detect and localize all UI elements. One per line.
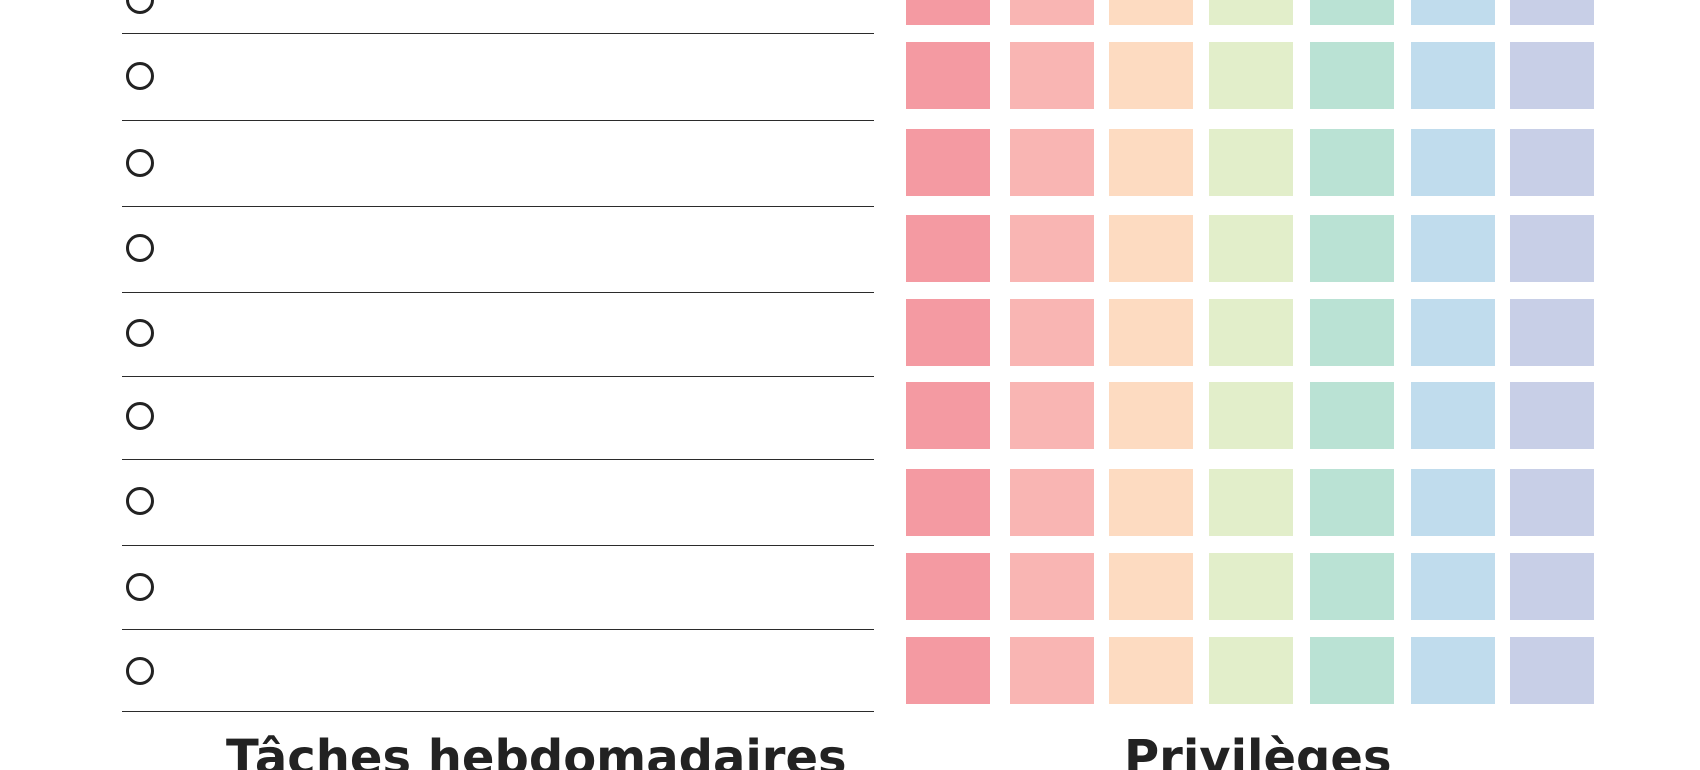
task-row-line <box>122 711 874 712</box>
privilege-cell[interactable] <box>1010 637 1094 704</box>
task-row-line <box>122 376 874 377</box>
privilege-cell[interactable] <box>906 42 990 109</box>
privilege-cell[interactable] <box>1411 42 1495 109</box>
privilege-cell[interactable] <box>1510 299 1594 366</box>
privilege-cell[interactable] <box>1310 0 1394 25</box>
privilege-cell[interactable] <box>1209 129 1293 196</box>
privilege-cell[interactable] <box>1209 0 1293 25</box>
task-checkbox[interactable] <box>126 402 154 430</box>
privilege-cell[interactable] <box>906 637 990 704</box>
task-row-line <box>122 206 874 207</box>
privilege-cell[interactable] <box>906 129 990 196</box>
task-row-line <box>122 120 874 121</box>
privilege-cell[interactable] <box>1010 0 1094 25</box>
privilege-cell[interactable] <box>1209 469 1293 536</box>
task-row-line <box>122 629 874 630</box>
privilege-cell[interactable] <box>1109 215 1193 282</box>
privilege-cell[interactable] <box>1310 382 1394 449</box>
privilege-cell[interactable] <box>1510 637 1594 704</box>
privilege-cell[interactable] <box>1310 299 1394 366</box>
privilege-cell[interactable] <box>1209 299 1293 366</box>
task-row-line <box>122 459 874 460</box>
privilege-cell[interactable] <box>1510 129 1594 196</box>
task-checkbox[interactable] <box>126 657 154 685</box>
privilege-cell[interactable] <box>1109 299 1193 366</box>
privilege-cell[interactable] <box>1109 469 1193 536</box>
privilege-cell[interactable] <box>1510 469 1594 536</box>
privilege-cell[interactable] <box>1209 382 1293 449</box>
privilege-cell[interactable] <box>1411 637 1495 704</box>
privilege-cell[interactable] <box>1510 42 1594 109</box>
privilege-cell[interactable] <box>1109 637 1193 704</box>
task-checkbox[interactable] <box>126 234 154 262</box>
privilege-cell[interactable] <box>1310 469 1394 536</box>
privilege-cell[interactable] <box>1310 129 1394 196</box>
privilege-cell[interactable] <box>1010 215 1094 282</box>
task-checkbox[interactable] <box>126 573 154 601</box>
privilege-cell[interactable] <box>1310 215 1394 282</box>
privilege-cell[interactable] <box>1411 129 1495 196</box>
privilege-cell[interactable] <box>906 382 990 449</box>
task-row-line <box>122 292 874 293</box>
privilege-cell[interactable] <box>1109 553 1193 620</box>
privilege-cell[interactable] <box>1411 382 1495 449</box>
privilege-cell[interactable] <box>1209 553 1293 620</box>
task-checkbox[interactable] <box>126 0 154 14</box>
privilege-cell[interactable] <box>1310 42 1394 109</box>
task-checkbox[interactable] <box>126 319 154 347</box>
privilege-cell[interactable] <box>1209 42 1293 109</box>
privilege-cell[interactable] <box>906 299 990 366</box>
privilege-cell[interactable] <box>1510 215 1594 282</box>
privilege-cell[interactable] <box>1510 382 1594 449</box>
privilege-cell[interactable] <box>1510 0 1594 25</box>
privilege-cell[interactable] <box>1209 637 1293 704</box>
privilege-cell[interactable] <box>1411 0 1495 25</box>
privilege-cell[interactable] <box>1209 215 1293 282</box>
privilege-cell[interactable] <box>1510 553 1594 620</box>
privilege-cell[interactable] <box>906 469 990 536</box>
privilege-cell[interactable] <box>1411 469 1495 536</box>
privilege-cell[interactable] <box>906 553 990 620</box>
privilege-cell[interactable] <box>1010 553 1094 620</box>
privilege-cell[interactable] <box>1411 553 1495 620</box>
privilege-cell[interactable] <box>1109 0 1193 25</box>
privilege-cell[interactable] <box>1010 42 1094 109</box>
privilege-cell[interactable] <box>1010 469 1094 536</box>
privilege-cell[interactable] <box>906 215 990 282</box>
privilege-cell[interactable] <box>1109 129 1193 196</box>
privilege-cell[interactable] <box>1310 553 1394 620</box>
privilege-cell[interactable] <box>1109 382 1193 449</box>
privilege-cell[interactable] <box>1010 299 1094 366</box>
task-row-line <box>122 545 874 546</box>
tasks-heading: Tâches hebdomadaires <box>226 730 847 770</box>
privilege-cell[interactable] <box>1010 129 1094 196</box>
privilege-cell[interactable] <box>1411 215 1495 282</box>
task-checkbox[interactable] <box>126 62 154 90</box>
privilege-cell[interactable] <box>906 0 990 25</box>
privilege-cell[interactable] <box>1010 382 1094 449</box>
privilege-cell[interactable] <box>1109 42 1193 109</box>
task-row-line <box>122 33 874 34</box>
task-checkbox[interactable] <box>126 487 154 515</box>
privilege-cell[interactable] <box>1310 637 1394 704</box>
privilege-cell[interactable] <box>1411 299 1495 366</box>
privileges-heading: Privilèges <box>1124 730 1392 770</box>
task-checkbox[interactable] <box>126 149 154 177</box>
